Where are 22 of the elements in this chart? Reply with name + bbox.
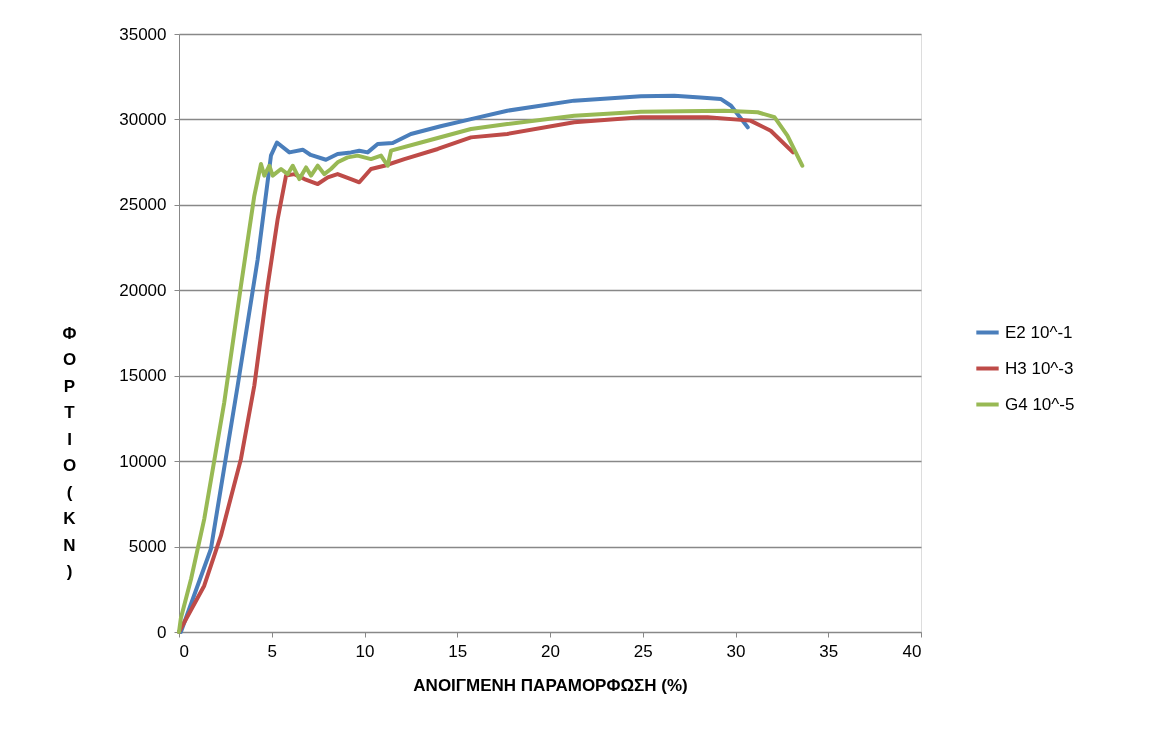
- x-tick-label: 40: [902, 641, 922, 661]
- y-tick-label: 5000: [128, 537, 167, 557]
- x-tick-label: 0: [179, 641, 189, 661]
- y-tick-label: 20000: [119, 280, 167, 300]
- x-tick-label: 10: [355, 641, 375, 661]
- x-tick-label: 5: [267, 641, 277, 661]
- y-tick-label: 25000: [119, 195, 167, 215]
- x-tick-label: 15: [448, 641, 468, 661]
- x-tick-label: 30: [726, 641, 746, 661]
- x-tick-label: 35: [819, 641, 839, 661]
- y-tick-label: 10000: [119, 451, 167, 471]
- x-axis-title: ΑΝΟΙΓΜΕΝΗ ΠΑΡΑΜΟΡΦΩΣΗ (%): [413, 675, 688, 695]
- text: ΦΟΡΤΙΟ (ΚΝ): [62, 323, 77, 581]
- x-tick-label: 20: [541, 641, 560, 661]
- legend-label: G4 10^-5: [1005, 394, 1075, 414]
- y-tick-label: 0: [157, 622, 167, 642]
- y-tick-label: 15000: [119, 366, 167, 386]
- legend-label: H3 10^-3: [1005, 358, 1074, 378]
- y-tick-label: 35000: [119, 24, 167, 44]
- x-tick-label: 25: [633, 641, 653, 661]
- y-tick-label: 30000: [119, 109, 167, 129]
- legend-label: E2 10^-1: [1005, 322, 1073, 342]
